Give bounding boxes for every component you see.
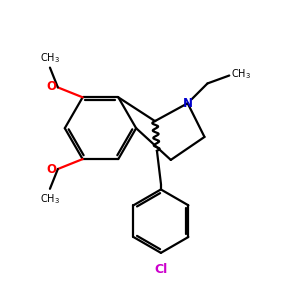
Text: N: N (183, 97, 193, 110)
Text: O: O (46, 80, 56, 93)
Text: O: O (46, 164, 56, 176)
Text: CH$_3$: CH$_3$ (40, 51, 60, 64)
Text: CH$_3$: CH$_3$ (231, 68, 251, 81)
Text: Cl: Cl (154, 263, 167, 276)
Text: CH$_3$: CH$_3$ (40, 192, 60, 206)
